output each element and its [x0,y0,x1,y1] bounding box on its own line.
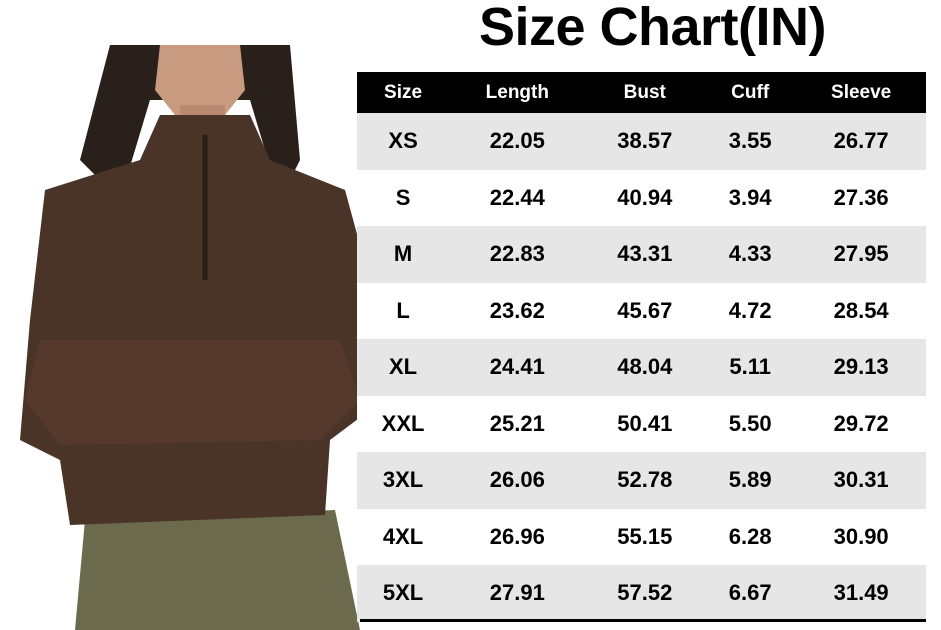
table-bottom-border [360,619,926,622]
cell-bust: 40.94 [585,169,705,226]
model-face [155,45,245,115]
cell-size: XS [357,113,450,170]
column-header-length: Length [449,72,586,113]
cell-sleeve: 29.72 [796,395,926,452]
cell-bust: 57.52 [585,565,705,622]
table-row: XXL 25.21 50.41 5.50 29.72 [357,395,926,452]
cell-size: L [357,282,450,339]
cell-bust: 50.41 [585,395,705,452]
cell-cuff: 3.94 [704,169,797,226]
cell-cuff: 5.11 [704,339,797,396]
cell-sleeve: 26.77 [796,113,926,170]
cell-cuff: 4.72 [704,282,797,339]
table-header-row: Size Length Bust Cuff Sleeve [357,72,926,113]
sweater-arms [25,340,360,445]
cell-size: XL [357,339,450,396]
cell-length: 26.96 [449,508,586,565]
cell-size: M [357,226,450,283]
cell-length: 25.21 [449,395,586,452]
cell-sleeve: 27.36 [796,169,926,226]
cell-length: 23.62 [449,282,586,339]
cell-cuff: 5.50 [704,395,797,452]
cell-size: XXL [357,395,450,452]
cell-cuff: 6.67 [704,565,797,622]
cell-cuff: 4.33 [704,226,797,283]
model-hair [80,45,300,200]
table-row: 3XL 26.06 52.78 5.89 30.31 [357,452,926,509]
column-header-size: Size [357,72,450,113]
cell-sleeve: 27.95 [796,226,926,283]
cell-length: 24.41 [449,339,586,396]
cell-size: 4XL [357,508,450,565]
table-row: M 22.83 43.31 4.33 27.95 [357,226,926,283]
cell-length: 22.44 [449,169,586,226]
cell-bust: 45.67 [585,282,705,339]
table-row: S 22.44 40.94 3.94 27.36 [357,169,926,226]
column-header-cuff: Cuff [704,72,797,113]
table-row: 4XL 26.96 55.15 6.28 30.90 [357,508,926,565]
cell-size: S [357,169,450,226]
cell-length: 26.06 [449,452,586,509]
cell-bust: 43.31 [585,226,705,283]
cell-sleeve: 28.54 [796,282,926,339]
cell-sleeve: 30.90 [796,508,926,565]
cell-cuff: 3.55 [704,113,797,170]
product-photo [0,40,380,630]
cell-length: 22.05 [449,113,586,170]
cell-sleeve: 29.13 [796,339,926,396]
cell-bust: 52.78 [585,452,705,509]
cell-sleeve: 30.31 [796,452,926,509]
cell-bust: 38.57 [585,113,705,170]
cell-sleeve: 31.49 [796,565,926,622]
cell-bust: 48.04 [585,339,705,396]
cell-length: 22.83 [449,226,586,283]
pants [75,510,360,630]
table-row: 5XL 27.91 57.52 6.67 31.49 [357,565,926,622]
cell-length: 27.91 [449,565,586,622]
column-header-bust: Bust [585,72,705,113]
cell-size: 3XL [357,452,450,509]
cell-bust: 55.15 [585,508,705,565]
cell-cuff: 6.28 [704,508,797,565]
size-chart-table: Size Length Bust Cuff Sleeve XS 22.05 38.5… [357,72,926,622]
column-header-sleeve: Sleeve [796,72,926,113]
table-row: L 23.62 45.67 4.72 28.54 [357,282,926,339]
size-chart-title: Size Chart(IN) [478,0,827,57]
table-row: XL 24.41 48.04 5.11 29.13 [357,339,926,396]
cell-size: 5XL [357,565,450,622]
cell-cuff: 5.89 [704,452,797,509]
table-row: XS 22.05 38.57 3.55 26.77 [357,113,926,170]
